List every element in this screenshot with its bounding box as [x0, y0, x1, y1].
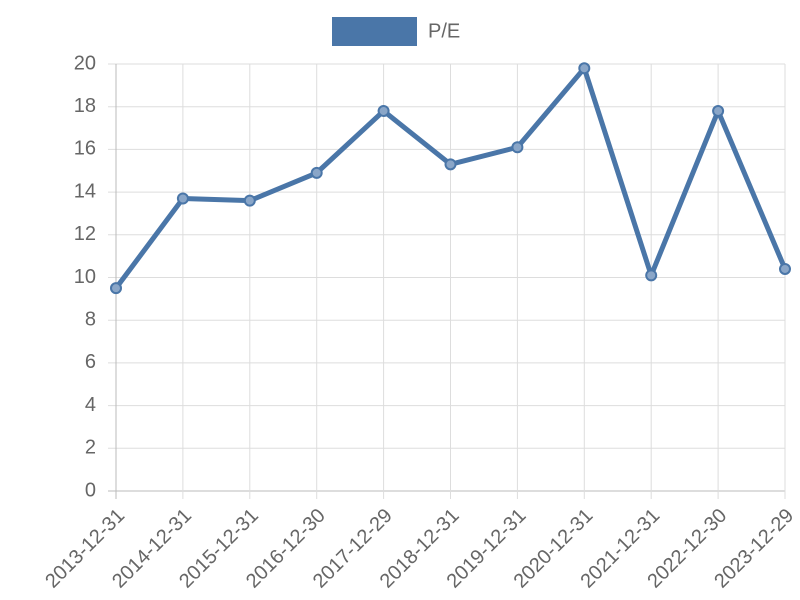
- y-tick-label: 0: [85, 479, 96, 501]
- y-tick-label: 2: [85, 437, 96, 459]
- y-tick-label: 10: [74, 266, 96, 288]
- point: [779, 262, 791, 275]
- point: [645, 269, 658, 282]
- y-tick-label: 14: [74, 180, 96, 202]
- legend-swatch: [332, 17, 417, 46]
- point: [176, 192, 189, 205]
- y-tick-label: 6: [85, 351, 96, 373]
- y-tick-label: 16: [74, 138, 96, 160]
- point: [712, 104, 725, 117]
- point: [578, 62, 591, 75]
- point: [511, 141, 524, 154]
- y-tick-label: 20: [74, 52, 96, 74]
- point: [110, 282, 122, 295]
- y-tick-label: 4: [85, 394, 96, 416]
- point: [243, 194, 256, 207]
- point: [444, 158, 457, 171]
- point: [310, 166, 323, 179]
- legend-label: P/E: [428, 20, 460, 42]
- y-tick-label: 12: [74, 223, 96, 245]
- y-tick-label: 8: [85, 308, 96, 330]
- point: [377, 104, 390, 117]
- y-tick-label: 18: [74, 95, 96, 117]
